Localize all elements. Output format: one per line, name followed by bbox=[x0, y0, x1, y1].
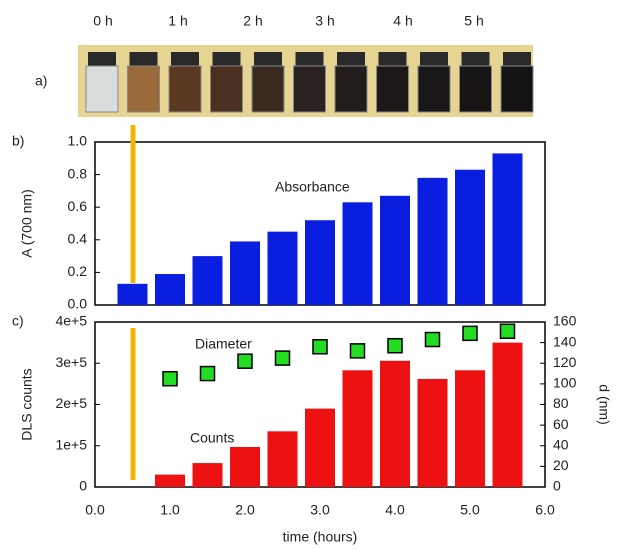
y2-tick-label: 160 bbox=[553, 313, 577, 329]
vial-cap bbox=[213, 52, 241, 66]
bar bbox=[230, 241, 260, 305]
bar bbox=[493, 343, 523, 487]
x-tick-label: 3.0 bbox=[310, 502, 330, 518]
x-tick-label: 0.0 bbox=[85, 502, 105, 518]
time-label: 5 h bbox=[464, 13, 483, 29]
bar bbox=[343, 202, 373, 305]
vial bbox=[501, 66, 533, 112]
vial-cap bbox=[462, 52, 490, 66]
x-tick-label: 4.0 bbox=[385, 502, 405, 518]
vial-cap bbox=[171, 52, 199, 66]
vial bbox=[460, 66, 492, 112]
point bbox=[238, 354, 252, 368]
y-tick-label: 0.0 bbox=[68, 296, 88, 312]
vial-cap bbox=[88, 52, 116, 66]
y-tick-label: 0.8 bbox=[68, 165, 88, 181]
x-tick-label: 2.0 bbox=[235, 502, 255, 518]
bar bbox=[343, 370, 373, 487]
y-tick-label: 0.6 bbox=[68, 198, 88, 214]
bar bbox=[418, 379, 448, 487]
bar bbox=[193, 256, 223, 305]
vial bbox=[335, 66, 367, 112]
point bbox=[351, 344, 365, 358]
vial-cap bbox=[337, 52, 365, 66]
vial-cap bbox=[420, 52, 448, 66]
y2-tick-label: 120 bbox=[553, 354, 577, 370]
panel-label: a) bbox=[35, 73, 47, 89]
vial-cap bbox=[296, 52, 324, 66]
point bbox=[313, 340, 327, 354]
time-label: 1 h bbox=[168, 13, 187, 29]
y-axis-label: A (700 nm) bbox=[19, 189, 35, 257]
panel-label: c) bbox=[12, 313, 24, 329]
vial bbox=[418, 66, 450, 112]
series-label: Counts bbox=[190, 430, 234, 446]
figure: a) 0 h 1 h 2 h 3 h 4 h 5 h b) A (700 nm) 0.0 0.2 0… bbox=[0, 0, 629, 549]
bar bbox=[455, 370, 485, 487]
vial-cap bbox=[379, 52, 407, 66]
bar bbox=[380, 196, 410, 305]
panel-label: b) bbox=[12, 133, 24, 149]
y-axis-label: DLS counts bbox=[19, 368, 35, 440]
point bbox=[501, 324, 515, 338]
series-label: Absorbance bbox=[275, 179, 350, 195]
bar bbox=[118, 284, 148, 305]
bar bbox=[455, 170, 485, 305]
y-tick-label: 0.4 bbox=[68, 231, 88, 247]
vial bbox=[294, 66, 326, 112]
point bbox=[426, 333, 440, 347]
x-tick-label: 6.0 bbox=[535, 502, 555, 518]
vial-cap bbox=[130, 52, 158, 66]
vial bbox=[211, 66, 243, 112]
point bbox=[201, 367, 215, 381]
y-tick-label: 1e+5 bbox=[55, 436, 87, 452]
vial bbox=[169, 66, 201, 112]
y2-tick-label: 100 bbox=[553, 375, 577, 391]
time-label: 2 h bbox=[243, 13, 262, 29]
bar bbox=[155, 475, 185, 487]
y-tick-label: 2e+5 bbox=[55, 395, 87, 411]
time-label: 4 h bbox=[393, 13, 412, 29]
series-label: Diameter bbox=[195, 336, 252, 352]
y-tick-label: 1.0 bbox=[68, 133, 88, 149]
bar bbox=[268, 431, 298, 487]
bar bbox=[230, 447, 260, 487]
x-axis-label: time (hours) bbox=[283, 529, 358, 545]
bar bbox=[380, 361, 410, 487]
point bbox=[463, 326, 477, 340]
point bbox=[388, 339, 402, 353]
bar bbox=[493, 153, 523, 305]
x-tick-label: 5.0 bbox=[460, 502, 480, 518]
bar bbox=[418, 178, 448, 305]
bar bbox=[268, 232, 298, 305]
point bbox=[163, 372, 177, 386]
time-label: 0 h bbox=[93, 13, 112, 29]
y-tick-label: 4e+5 bbox=[55, 313, 87, 329]
y2-tick-label: 140 bbox=[553, 333, 577, 349]
time-label: 3 h bbox=[315, 13, 334, 29]
vial-cap bbox=[254, 52, 282, 66]
y-tick-label: 0.2 bbox=[68, 263, 88, 279]
x-tick-label: 1.0 bbox=[160, 502, 180, 518]
bar bbox=[155, 274, 185, 305]
y2-tick-label: 40 bbox=[553, 436, 569, 452]
y-tick-label: 0 bbox=[79, 478, 87, 494]
y2-tick-label: 0 bbox=[553, 478, 561, 494]
point bbox=[276, 351, 290, 365]
y2-tick-label: 60 bbox=[553, 416, 569, 432]
y-tick-label: 3e+5 bbox=[55, 354, 87, 370]
vials bbox=[86, 52, 533, 112]
vial bbox=[377, 66, 409, 112]
bar bbox=[193, 463, 223, 487]
vial bbox=[86, 66, 118, 112]
vial bbox=[252, 66, 284, 112]
vial-cap bbox=[503, 52, 531, 66]
bar bbox=[305, 220, 335, 305]
y2-axis-label: d (nm) bbox=[596, 384, 612, 424]
bar bbox=[305, 409, 335, 487]
y2-tick-label: 80 bbox=[553, 395, 569, 411]
vial bbox=[128, 66, 160, 112]
y2-tick-label: 20 bbox=[553, 457, 569, 473]
